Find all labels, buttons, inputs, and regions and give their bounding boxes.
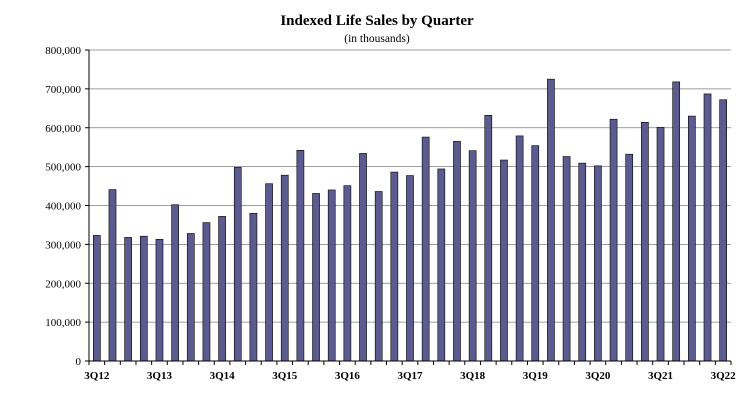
bar-1Q15 <box>249 212 258 362</box>
bar-3Q12 <box>93 235 101 362</box>
x-tick-label: 3Q13 <box>147 370 173 382</box>
x-tick-label: 3Q12 <box>84 370 110 382</box>
bar-3Q22 <box>719 99 728 362</box>
bars <box>93 78 728 362</box>
y-axis-tick-labels: 0 100,000 200,000 300,000 400,000 500,000 600,… <box>45 45 81 368</box>
bar-3Q21 <box>656 127 665 362</box>
bar-2Q22 <box>703 93 712 362</box>
x-tick-label: 3Q22 <box>711 370 737 382</box>
bar-4Q18 <box>484 115 493 362</box>
x-tick-label: 3Q20 <box>585 370 611 382</box>
bar-3Q20 <box>594 165 602 362</box>
y-tick-label: 0 <box>76 356 82 368</box>
bar-1Q16 <box>312 193 320 362</box>
bar-2Q20 <box>578 162 587 362</box>
bar-3Q13 <box>155 239 164 362</box>
bar-1Q18 <box>437 168 446 362</box>
x-tick-label: 3Q17 <box>397 370 423 382</box>
y-tick-label: 100,000 <box>45 317 81 329</box>
chart-title: Indexed Life Sales by Quarter <box>280 13 474 29</box>
bar-4Q16 <box>359 153 367 362</box>
chart-subtitle: (in thousands) <box>344 33 410 45</box>
x-axis-tick-labels: 3Q12 3Q13 3Q14 3Q15 3Q16 3Q17 3Q18 3Q19 3Q20 3Q21… <box>84 370 736 382</box>
y-tick-label: 400,000 <box>45 201 81 213</box>
x-tick-label: 3Q19 <box>523 370 549 382</box>
bar-4Q20 <box>609 118 618 362</box>
y-tick-label: 800,000 <box>45 45 81 57</box>
bar-1Q17 <box>374 191 383 362</box>
bar-3Q19 <box>531 145 540 362</box>
axes <box>85 49 732 365</box>
y-tick-label: 700,000 <box>45 84 81 96</box>
bar-4Q17 <box>421 136 430 362</box>
bar-2Q14 <box>202 222 211 362</box>
bar-3Q17 <box>406 175 414 362</box>
bar-2Q16 <box>327 189 336 362</box>
bar-3Q18 <box>468 150 477 362</box>
bar-3Q15 <box>280 174 289 362</box>
x-tick-label: 3Q14 <box>210 370 236 382</box>
bar-2Q13 <box>139 235 148 362</box>
y-tick-label: 500,000 <box>45 162 81 174</box>
x-tick-label: 3Q15 <box>272 370 298 382</box>
x-tick-label: 3Q21 <box>648 370 673 382</box>
bar-1Q20 <box>562 156 571 362</box>
bar-2Q18 <box>453 141 461 362</box>
bar-4Q21 <box>672 81 681 362</box>
bar-1Q22 <box>688 115 696 362</box>
bar-1Q19 <box>500 159 508 362</box>
bar-4Q15 <box>296 150 305 362</box>
bar-2Q21 <box>641 122 649 362</box>
x-tick-label: 3Q18 <box>460 370 486 382</box>
x-tick-label: 3Q16 <box>335 370 361 382</box>
bar-2Q17 <box>390 171 399 362</box>
bar-1Q14 <box>186 233 195 362</box>
y-tick-label: 200,000 <box>45 278 81 290</box>
bar-4Q19 <box>547 78 555 362</box>
y-tick-label: 600,000 <box>45 123 81 135</box>
bar-4Q12 <box>108 189 117 362</box>
bar-3Q14 <box>218 216 226 362</box>
bar-1Q13 <box>124 237 132 362</box>
bar-2Q15 <box>265 183 273 362</box>
bar-1Q21 <box>625 153 634 362</box>
bar-3Q16 <box>343 185 352 362</box>
bar-2Q19 <box>515 135 524 362</box>
bar-4Q13 <box>171 204 179 362</box>
y-tick-label: 300,000 <box>45 239 81 251</box>
bar-4Q14 <box>233 167 242 362</box>
